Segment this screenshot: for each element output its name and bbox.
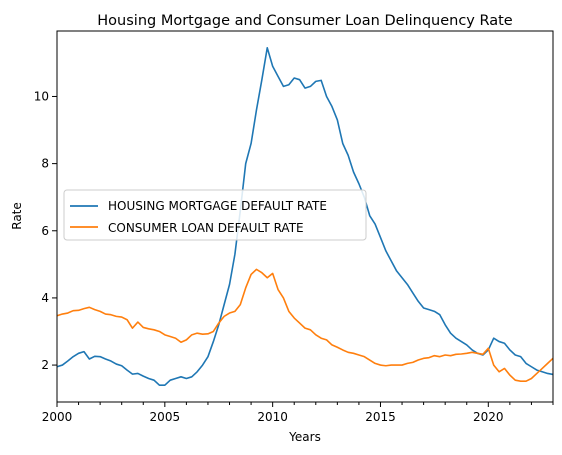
x-tick-label: 2005 — [150, 410, 181, 424]
y-tick-label: 4 — [41, 291, 49, 305]
y-tick-label: 8 — [41, 157, 49, 171]
legend: HOUSING MORTGAGE DEFAULT RATE CONSUMER L… — [63, 189, 367, 241]
x-tick-label: 2015 — [365, 410, 396, 424]
x-tick-label: 2020 — [473, 410, 504, 424]
chart-title: Housing Mortgage and Consumer Loan Delin… — [97, 13, 513, 29]
series-layer — [56, 46, 554, 387]
y-tick-label: 10 — [34, 89, 49, 103]
plot-frame — [56, 30, 554, 403]
series-line-0 — [56, 46, 554, 387]
tick-layer: 2000 2005 2010 2015 2020 2 4 6 8 10 — [34, 89, 554, 424]
legend-label-housing: HOUSING MORTGAGE DEFAULT RATE — [108, 199, 327, 213]
y-tick-label: 6 — [41, 224, 49, 238]
y-tick-label: 2 — [41, 358, 49, 372]
series-line-1 — [56, 268, 554, 382]
legend-box — [63, 189, 367, 241]
x-tick-label: 2010 — [257, 410, 288, 424]
legend-label-consumer: CONSUMER LOAN DEFAULT RATE — [108, 221, 304, 235]
x-tick-label: 2000 — [42, 410, 73, 424]
x-axis-label: Years — [288, 430, 321, 444]
y-axis-label: Rate — [10, 202, 24, 230]
